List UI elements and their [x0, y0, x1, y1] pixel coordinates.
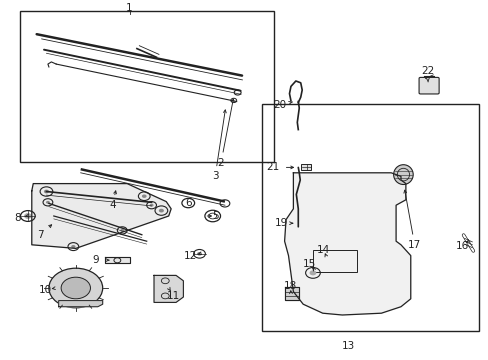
- Text: 19: 19: [274, 218, 288, 228]
- Circle shape: [197, 252, 202, 256]
- Polygon shape: [59, 301, 102, 307]
- Text: 18: 18: [283, 281, 297, 291]
- Circle shape: [149, 204, 153, 207]
- Circle shape: [24, 213, 31, 219]
- Text: 6: 6: [184, 198, 191, 208]
- Polygon shape: [284, 173, 410, 315]
- Bar: [261, 104, 478, 331]
- Circle shape: [61, 277, 90, 299]
- Text: 22: 22: [420, 66, 433, 76]
- Text: 4: 4: [109, 200, 116, 210]
- Circle shape: [159, 209, 163, 212]
- Ellipse shape: [393, 165, 412, 184]
- Text: 3: 3: [211, 171, 218, 181]
- Text: 2: 2: [217, 158, 224, 168]
- Circle shape: [309, 270, 316, 275]
- Text: 15: 15: [302, 258, 315, 269]
- Bar: [20, 11, 273, 162]
- Text: 11: 11: [166, 291, 180, 301]
- Polygon shape: [284, 287, 299, 300]
- Text: 12: 12: [183, 251, 197, 261]
- Circle shape: [120, 229, 124, 232]
- Text: 5: 5: [211, 211, 218, 221]
- Text: 8: 8: [14, 213, 21, 223]
- Circle shape: [71, 245, 75, 248]
- Text: 20: 20: [273, 100, 285, 110]
- Text: 16: 16: [454, 240, 468, 251]
- Text: 17: 17: [407, 240, 421, 250]
- Polygon shape: [32, 184, 171, 248]
- FancyBboxPatch shape: [418, 77, 438, 94]
- FancyBboxPatch shape: [300, 164, 311, 170]
- Circle shape: [142, 194, 146, 198]
- Circle shape: [46, 201, 50, 204]
- Text: 21: 21: [265, 162, 279, 172]
- Circle shape: [44, 190, 49, 193]
- Text: 9: 9: [92, 255, 99, 265]
- Text: 10: 10: [39, 285, 51, 295]
- Bar: [312, 250, 356, 272]
- Text: 7: 7: [37, 230, 43, 240]
- Text: 1: 1: [126, 3, 133, 13]
- Text: 14: 14: [316, 245, 330, 255]
- Circle shape: [49, 268, 102, 308]
- Polygon shape: [154, 275, 183, 302]
- Polygon shape: [105, 257, 129, 263]
- Text: 13: 13: [341, 341, 354, 351]
